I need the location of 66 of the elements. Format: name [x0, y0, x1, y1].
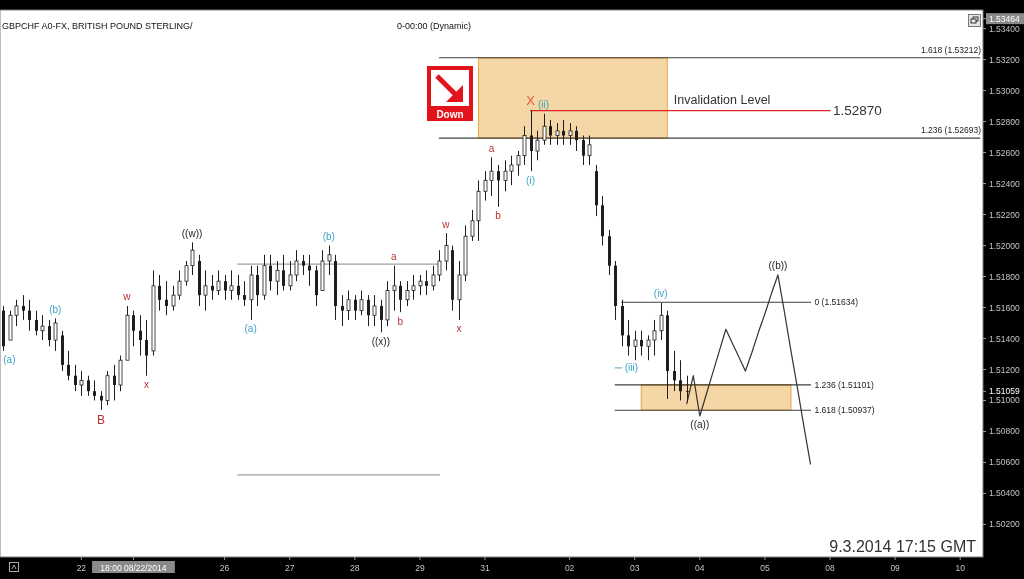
y-tick-label: 1.52600 [989, 147, 1020, 158]
x-tick-label: 03 [629, 562, 640, 573]
annotation: (i) [526, 174, 535, 186]
x-tick-label: 04 [695, 562, 705, 573]
x-tick-label: 28 [350, 562, 360, 573]
annotation: ((a)) [690, 419, 710, 431]
annotation: b [397, 315, 404, 327]
x-tick-label: 26 [219, 562, 230, 573]
x-tick-label: 22 [76, 562, 87, 573]
y-tick-label: 1.50200 [989, 519, 1020, 530]
y-tick-label: 1.51000 [989, 395, 1020, 406]
series-label: 1.236 (1.51101) [814, 379, 875, 390]
annotation: 1.52870 [833, 103, 882, 119]
x-tick-label: 08 [825, 562, 836, 573]
y-tick-label: 1.50800 [989, 426, 1020, 437]
x-tick-label: 31 [480, 562, 490, 573]
annotation: 9.3.2014 17:15 GMT [829, 537, 977, 555]
text: 0-00:00 (Dynamic) [397, 21, 472, 31]
annotation: b [495, 210, 502, 222]
y-tick-label: 1.50600 [989, 457, 1020, 468]
y-tick-label: 1.51200 [989, 364, 1020, 375]
annotation: w [441, 218, 451, 230]
annotation: (a) [244, 323, 257, 335]
y-tick-label: 1.51800 [989, 271, 1020, 282]
x-tick-label: 10 [955, 562, 966, 573]
x-tick-label: 27 [284, 562, 295, 573]
annotation: w [122, 291, 132, 303]
x-tick-label: 09 [890, 562, 901, 573]
annotation: (b) [322, 231, 335, 243]
x-tick-label: 05 [760, 562, 770, 573]
y-tick-label: 1.52000 [989, 240, 1020, 251]
y-tick-label: 1.51600 [989, 302, 1020, 313]
y-tick-label: 1.52200 [989, 209, 1020, 220]
annotation: x [456, 323, 462, 335]
annotation: (ii) [538, 99, 550, 111]
annotation: ((w)) [181, 227, 203, 239]
annotation: (a) [3, 354, 16, 366]
y-tick-label: 1.51059 [989, 386, 1020, 397]
y-tick-label: 1.53200 [989, 54, 1020, 65]
series-label: 1.618 (1.53212) [920, 44, 982, 55]
annotation: x [143, 379, 149, 391]
annotation: (iii) [624, 362, 639, 374]
y-tick-label: 1.53400 [989, 23, 1020, 34]
y-tick-label: 1.50400 [989, 488, 1020, 499]
y-tick-label: 1.52800 [989, 116, 1020, 127]
series-label: 0 (1.51634) [814, 297, 859, 308]
x-tick-label: 02 [564, 562, 575, 573]
x-tick-label: 29 [415, 562, 425, 573]
annotation: a [488, 142, 495, 154]
annotation: B [96, 412, 105, 427]
y-tick-label: 1.52400 [989, 178, 1020, 189]
x-tick-label: 18:00 08/22/2014 [100, 562, 167, 573]
annotation: (iv) [653, 288, 668, 300]
annotation: ((x)) [371, 335, 390, 347]
series-label: 1.618 (1.50937) [814, 405, 875, 416]
annotation: (b) [49, 303, 62, 315]
annotation: Down [436, 108, 464, 120]
annotation: Invalidation Level [673, 93, 771, 108]
annotation: a [391, 251, 398, 263]
annotation: ((b)) [768, 260, 788, 272]
annotation: X [526, 92, 536, 108]
y-tick-label: 1.53000 [989, 85, 1020, 96]
y-tick-label: 1.53464 [989, 13, 1020, 24]
y-tick-label: 1.51400 [989, 333, 1020, 344]
text: GBPCHF A0-FX, BRITISH POUND STERLING/ [2, 21, 194, 31]
series-label: 1.236 (1.52693) [920, 125, 982, 136]
